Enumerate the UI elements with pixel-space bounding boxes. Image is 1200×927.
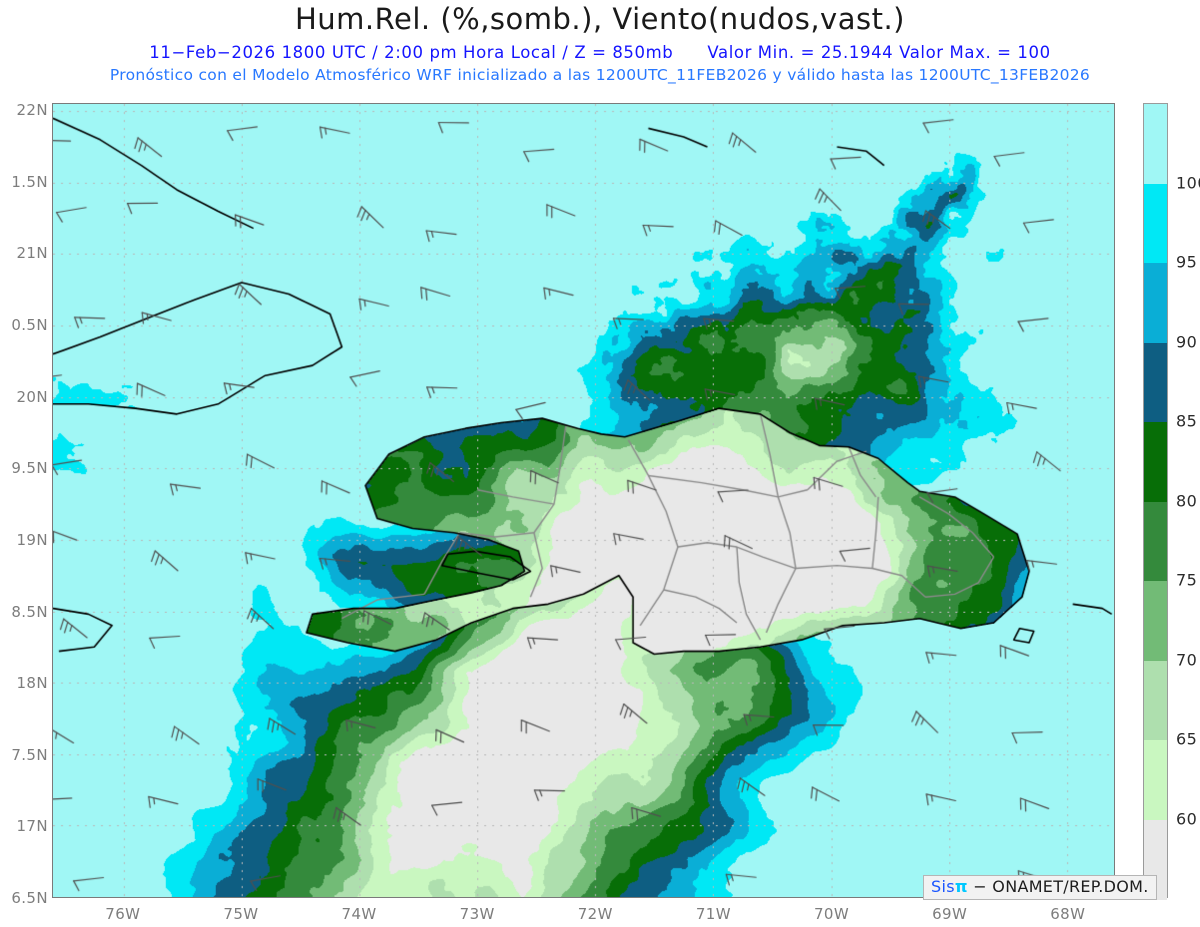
watermark-prefix: Sis — [931, 877, 955, 896]
colorbar-band — [1144, 581, 1167, 662]
chart-header: Hum.Rel. (%,somb.), Viento(nudos,vast.) … — [0, 0, 1200, 96]
y-tick-label: 17N — [16, 817, 48, 836]
x-axis: 76W 75W 74W 73W 72W 71W 70W 69W 68W — [52, 899, 1115, 927]
y-tick-label: 6.5N — [11, 889, 48, 907]
y-tick-label: 20N — [16, 387, 48, 406]
x-tick-label: 72W — [577, 905, 613, 923]
chart-subtitle-line2: Pronóstico con el Modelo Atmosférico WRF… — [109, 66, 1091, 84]
colorbar-band — [1144, 660, 1167, 741]
colorbar-tick-label: 95 — [1176, 252, 1198, 272]
colorbar-tick-label: 65 — [1176, 729, 1198, 749]
map-plot-area[interactable] — [52, 103, 1115, 898]
colorbar-tick-label: 80 — [1176, 491, 1198, 510]
y-tick-label: 21N — [16, 244, 48, 263]
x-tick-label: 74W — [341, 905, 377, 923]
page-title: Hum.Rel. (%,somb.), Viento(nudos,vast.) — [295, 2, 905, 36]
x-tick-label: 70W — [813, 905, 850, 923]
colorbar-band — [1144, 104, 1167, 185]
colorbar-band — [1144, 263, 1167, 344]
x-tick-label: 69W — [932, 905, 968, 923]
watermark-agency: − ONAMET/REP.DOM. — [973, 877, 1149, 896]
y-tick-label: 19N — [16, 530, 48, 549]
subtitle-minmax: Valor Min. = 25.1944 Valor Max. = 100 — [707, 43, 1051, 62]
watermark-pi-symbol: π — [954, 877, 968, 896]
x-tick-label: 76W — [105, 905, 141, 923]
y-tick-label: 8.5N — [11, 602, 48, 621]
colorbar-band — [1144, 501, 1167, 582]
x-tick-label: 71W — [695, 905, 731, 923]
colorbar-tick-label: 100 — [1176, 173, 1200, 192]
humidity-wind-map[interactable] — [53, 104, 1114, 897]
x-tick-label: 75W — [223, 905, 259, 923]
y-tick-label: 18N — [16, 674, 48, 693]
y-tick-label: 22N — [16, 101, 48, 120]
y-tick-label: 7.5N — [11, 745, 48, 764]
subtitle-datetime-level: 11−Feb−2026 1800 UTC / 2:00 pm Hora Loca… — [149, 43, 674, 62]
colorbar-tick-label: 70 — [1176, 650, 1198, 669]
colorbar-band — [1144, 740, 1167, 821]
colorbar-tick-label: 90 — [1176, 332, 1198, 351]
y-tick-label: 1.5N — [11, 172, 48, 191]
colorbar-tick-label: 85 — [1176, 411, 1198, 431]
y-axis: 22N 1.5N 21N 0.5N 20N 9.5N 19N 8.5N 18N 7.5N 17N 6.… — [0, 101, 52, 907]
chart-subtitle-line1: 11−Feb−2026 1800 UTC / 2:00 pm Hora Loca… — [0, 43, 1200, 62]
colorbar — [1143, 103, 1168, 900]
colorbar-band — [1144, 183, 1167, 264]
x-tick-label: 73W — [459, 905, 495, 923]
colorbar-tick-label: 75 — [1176, 570, 1198, 590]
x-tick-label: 68W — [1050, 905, 1086, 923]
colorbar-band — [1144, 422, 1167, 503]
colorbar-tick-label: 60 — [1176, 809, 1198, 828]
source-watermark: Sisπ − ONAMET/REP.DOM. — [923, 875, 1157, 900]
colorbar-band — [1144, 342, 1167, 423]
y-tick-label: 9.5N — [11, 459, 48, 478]
y-tick-label: 0.5N — [11, 316, 48, 335]
